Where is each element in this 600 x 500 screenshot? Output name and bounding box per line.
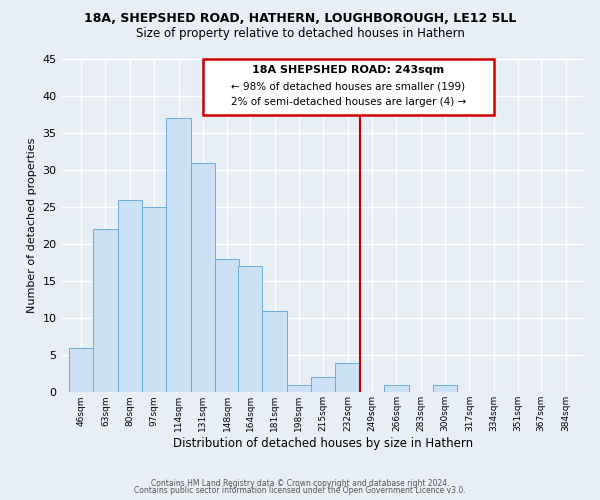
Y-axis label: Number of detached properties: Number of detached properties — [27, 138, 37, 314]
Bar — [262, 311, 287, 392]
Text: 18A SHEPSHED ROAD: 243sqm: 18A SHEPSHED ROAD: 243sqm — [252, 65, 445, 75]
Bar — [311, 378, 335, 392]
Bar — [166, 118, 191, 392]
Text: 2% of semi-detached houses are larger (4) →: 2% of semi-detached houses are larger (4… — [231, 97, 466, 107]
Bar — [215, 259, 239, 392]
X-axis label: Distribution of detached houses by size in Hathern: Distribution of detached houses by size … — [173, 437, 473, 450]
Text: 18A, SHEPSHED ROAD, HATHERN, LOUGHBOROUGH, LE12 5LL: 18A, SHEPSHED ROAD, HATHERN, LOUGHBOROUG… — [84, 12, 516, 26]
Text: ← 98% of detached houses are smaller (199): ← 98% of detached houses are smaller (19… — [231, 82, 466, 92]
Bar — [287, 385, 311, 392]
Bar — [191, 162, 215, 392]
Text: Contains public sector information licensed under the Open Government Licence v3: Contains public sector information licen… — [134, 486, 466, 495]
Bar — [238, 266, 262, 392]
Bar — [384, 385, 409, 392]
FancyBboxPatch shape — [203, 59, 494, 114]
Bar — [335, 362, 360, 392]
Bar — [93, 230, 118, 392]
Text: Size of property relative to detached houses in Hathern: Size of property relative to detached ho… — [136, 28, 464, 40]
Text: Contains HM Land Registry data © Crown copyright and database right 2024.: Contains HM Land Registry data © Crown c… — [151, 478, 449, 488]
Bar — [142, 207, 166, 392]
Bar — [433, 385, 457, 392]
Bar — [118, 200, 142, 392]
Bar — [69, 348, 93, 393]
